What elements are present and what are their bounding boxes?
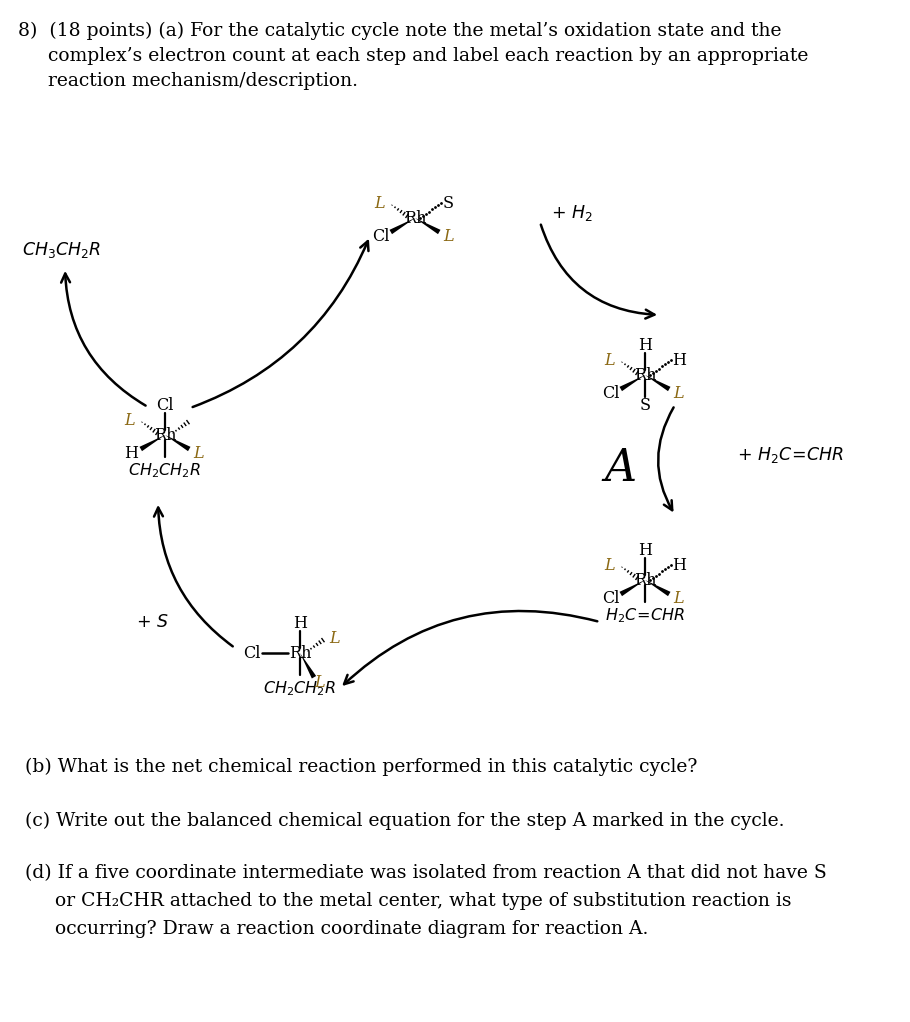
Polygon shape — [620, 580, 645, 596]
Text: H: H — [672, 352, 686, 369]
Text: Cl: Cl — [157, 397, 174, 414]
Text: $+\ H_2$: $+\ H_2$ — [551, 203, 593, 223]
Text: $CH_2CH_2R$: $CH_2CH_2R$ — [128, 462, 202, 480]
Text: Rh: Rh — [288, 645, 311, 661]
Text: (d) If a five coordinate intermediate was isolated from reaction A that did not : (d) If a five coordinate intermediate wa… — [25, 864, 827, 882]
Text: H: H — [638, 542, 652, 558]
Text: H: H — [293, 614, 307, 632]
Polygon shape — [165, 435, 190, 451]
Text: Rh: Rh — [404, 210, 426, 227]
Text: H: H — [672, 557, 686, 573]
Polygon shape — [620, 375, 645, 391]
Text: L: L — [443, 228, 453, 244]
Text: L: L — [315, 673, 325, 691]
Text: Cl: Cl — [372, 228, 389, 244]
Polygon shape — [389, 218, 415, 234]
Text: S: S — [640, 397, 651, 414]
Polygon shape — [645, 375, 671, 391]
Text: L: L — [605, 352, 615, 369]
Polygon shape — [139, 435, 165, 451]
Text: S: S — [442, 194, 453, 212]
Text: or CH₂CHR attached to the metal center, what type of substitution reaction is: or CH₂CHR attached to the metal center, … — [25, 892, 792, 910]
Text: A: A — [604, 447, 636, 490]
Text: $H_2C\!=\!CHR$: $H_2C\!=\!CHR$ — [605, 607, 685, 625]
Text: L: L — [605, 557, 615, 573]
Text: Cl: Cl — [602, 590, 620, 606]
Text: $+\ S$: $+\ S$ — [136, 613, 168, 631]
Text: Cl: Cl — [602, 384, 620, 402]
Text: L: L — [193, 445, 204, 462]
Text: H: H — [638, 336, 652, 354]
Polygon shape — [645, 580, 671, 596]
Text: Rh: Rh — [154, 426, 177, 444]
Text: H: H — [124, 445, 137, 462]
Text: L: L — [329, 630, 340, 647]
Text: L: L — [125, 412, 136, 428]
Text: occurring? Draw a reaction coordinate diagram for reaction A.: occurring? Draw a reaction coordinate di… — [25, 920, 648, 938]
Text: Cl: Cl — [243, 645, 261, 661]
Text: 8)  (18 points) (a) For the catalytic cycle note the metal’s oxidation state and: 8) (18 points) (a) For the catalytic cyc… — [18, 22, 782, 40]
Text: L: L — [672, 590, 683, 606]
Text: L: L — [375, 194, 385, 212]
Text: reaction mechanism/description.: reaction mechanism/description. — [18, 72, 358, 90]
Text: $CH_2CH_2R$: $CH_2CH_2R$ — [263, 680, 337, 698]
Text: L: L — [672, 384, 683, 402]
Text: complex’s electron count at each step and label each reaction by an appropriate: complex’s electron count at each step an… — [18, 47, 808, 65]
Polygon shape — [415, 218, 440, 234]
Text: (b) What is the net chemical reaction performed in this catalytic cycle?: (b) What is the net chemical reaction pe… — [25, 758, 697, 777]
Text: (c) Write out the balanced chemical equation for the step A marked in the cycle.: (c) Write out the balanced chemical equa… — [25, 812, 784, 830]
Text: Rh: Rh — [633, 367, 656, 383]
Polygon shape — [300, 653, 316, 679]
Text: Rh: Rh — [633, 571, 656, 589]
Text: $CH_3CH_2R$: $CH_3CH_2R$ — [22, 240, 101, 260]
Text: $+\ H_2C\!=\!CHR$: $+\ H_2C\!=\!CHR$ — [736, 445, 844, 465]
